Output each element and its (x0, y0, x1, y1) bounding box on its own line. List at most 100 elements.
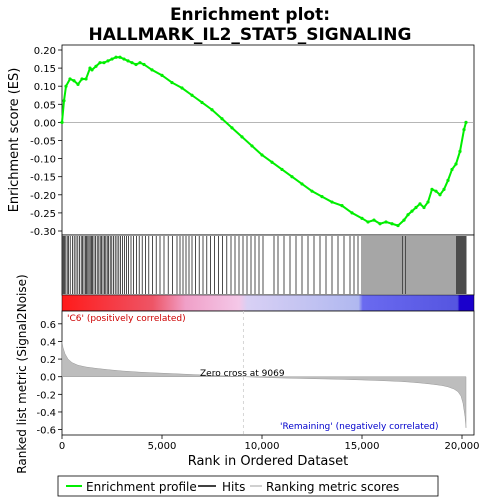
chart-title-line2: HALLMARK_IL2_STAT5_SIGNALING (89, 25, 412, 45)
es-point (62, 99, 66, 103)
es-point (90, 68, 94, 72)
es-point (150, 68, 154, 72)
es-point (110, 57, 114, 61)
es-y-tick-label: -0.25 (30, 209, 56, 220)
es-panel-frame (61, 44, 475, 236)
es-point (360, 216, 364, 220)
es-y-tick-label: 0.10 (34, 82, 56, 93)
es-point (210, 108, 214, 112)
es-point (310, 189, 314, 193)
es-point (402, 218, 406, 222)
es-point (142, 62, 146, 67)
es-point (80, 77, 84, 81)
metric-x-tick-label: 15,000 (345, 441, 380, 452)
metric-x-tick-label: 0 (59, 441, 65, 452)
metric-y-tick-label: -0.4 (36, 408, 56, 419)
es-point (446, 178, 450, 182)
es-y-tick-label: -0.20 (30, 191, 56, 202)
es-point (434, 189, 438, 193)
es-point (64, 84, 68, 88)
es-point (122, 57, 126, 61)
chart-title-line1: Enrichment plot: (170, 5, 330, 25)
metric-y-tick-label: 0.4 (40, 337, 56, 348)
metric-y-label: Ranked list metric (Signal2Noise) (15, 274, 29, 473)
legend-label-hits: Hits (222, 480, 245, 494)
negative-correlated-label: 'Remaining' (negatively correlated) (280, 422, 439, 432)
es-point (390, 222, 394, 226)
metric-y-tick-label: -0.6 (36, 426, 56, 437)
es-point (462, 128, 466, 132)
es-point (106, 59, 110, 63)
es-point (220, 117, 224, 121)
es-point (426, 200, 430, 204)
metric-panel: 0.6 0.4 0.2 0.0 -0.2 -0.4 -0.6 0 5,000 10,000 15,… (15, 274, 480, 473)
es-point (372, 218, 376, 222)
hits-panel (61, 234, 475, 296)
es-point (290, 175, 294, 179)
es-point (378, 222, 382, 226)
es-point (230, 126, 234, 130)
es-point (340, 204, 344, 208)
legend: Enrichment profile Hits Ranking metric s… (57, 475, 439, 497)
es-y-tick-label: -0.10 (30, 155, 56, 166)
es-y-axis: 0.20 0.15 0.10 0.05 0.00 -0.05 -0.10 -0.15 -0.20… (30, 46, 62, 238)
es-point (430, 187, 434, 191)
metric-x-tick-label: 20,000 (445, 441, 480, 452)
metric-y-axis: 0.6 0.4 0.2 0.0 -0.2 -0.4 -0.6 (36, 320, 62, 437)
metric-x-axis: 0 5,000 10,000 15,000 20,000 (59, 435, 480, 452)
es-point (84, 77, 88, 81)
metric-x-tick-label: 10,000 (245, 441, 280, 452)
es-y-tick-label: 0.20 (34, 46, 56, 57)
es-y-tick-label: -0.05 (30, 137, 56, 148)
legend-frame (57, 475, 439, 497)
es-point (200, 100, 204, 105)
es-y-tick-label: -0.15 (30, 173, 56, 184)
es-point (280, 167, 284, 172)
es-point (102, 61, 106, 65)
zero-cross-label: Zero cross at 9069 (200, 369, 285, 379)
es-point (94, 64, 98, 68)
es-point (114, 55, 118, 59)
es-point (260, 153, 264, 157)
es-point (60, 120, 64, 124)
es-point (72, 79, 76, 83)
es-point (406, 213, 410, 217)
legend-label-enrichment: Enrichment profile (86, 480, 197, 494)
es-point (384, 220, 388, 224)
es-point (130, 61, 134, 65)
es-point (410, 209, 414, 213)
metric-area (61, 341, 467, 428)
metric-x-tick-label: 5,000 (148, 441, 177, 452)
es-point (134, 62, 138, 67)
es-point (422, 205, 426, 210)
es-point (68, 77, 72, 81)
positive-correlated-label: 'C6' (positively correlated) (67, 314, 186, 324)
es-y-tick-label: 0.00 (34, 118, 56, 129)
es-point (330, 200, 334, 204)
es-point (138, 61, 142, 65)
es-points (60, 55, 468, 228)
es-point (366, 220, 370, 224)
es-point (190, 93, 194, 97)
es-point (438, 193, 442, 197)
es-point (98, 61, 102, 65)
es-point (418, 202, 422, 206)
rank-color-bar (61, 294, 475, 312)
es-point (240, 135, 244, 139)
es-point (454, 162, 458, 166)
es-point (414, 205, 418, 210)
es-point (118, 55, 122, 59)
es-point (450, 167, 454, 172)
es-point (300, 182, 304, 186)
legend-label-metric: Ranking metric scores (266, 480, 399, 494)
es-point (170, 80, 174, 85)
metric-y-tick-label: -0.2 (36, 390, 56, 401)
es-point (442, 187, 446, 191)
es-point (76, 82, 80, 86)
es-point (458, 149, 462, 153)
es-point (250, 144, 254, 148)
es-point (320, 195, 324, 199)
es-y-tick-label: -0.30 (30, 227, 56, 238)
metric-y-tick-label: 0.0 (40, 373, 56, 384)
